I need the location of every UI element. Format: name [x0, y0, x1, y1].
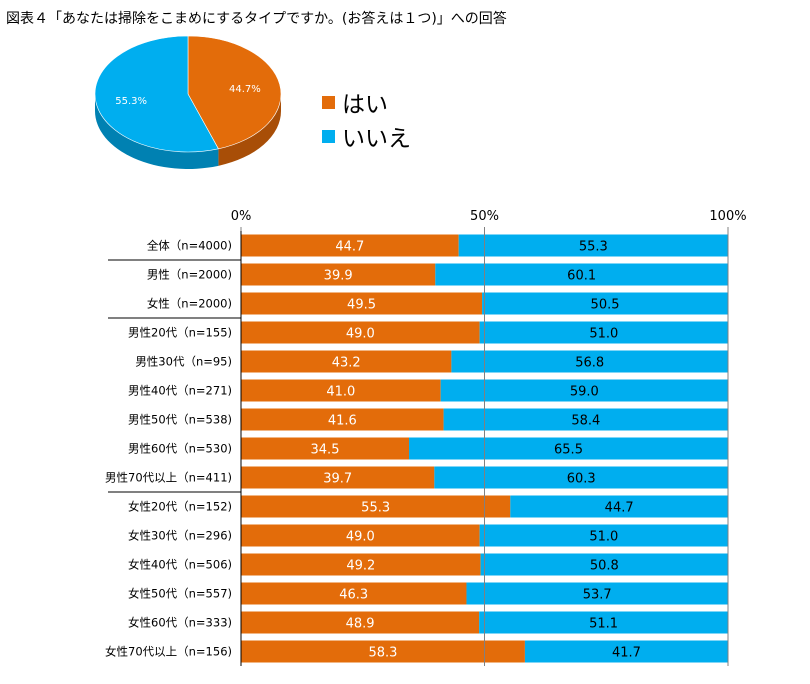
bar-yes-10 — [241, 524, 480, 547]
bar-yes-label-14: 58.3 — [368, 646, 397, 661]
bar-yes-5 — [241, 379, 441, 402]
legend-item-yes: はい — [322, 88, 388, 118]
bar-yes-label-7: 34.5 — [311, 443, 340, 458]
category-label: 女性30代（n=296) — [128, 529, 232, 543]
legend-item-no: いいえ — [322, 122, 411, 152]
bar-yes-label-12: 46.3 — [339, 588, 368, 603]
bar-no-5 — [440, 379, 728, 402]
bar-no-label-8: 60.3 — [567, 472, 596, 487]
bar-no-2 — [482, 292, 728, 315]
category-label: 女性50代（n=557) — [128, 587, 232, 601]
bar-no-label-5: 59.0 — [570, 385, 599, 400]
bar-yes-label-6: 41.6 — [328, 414, 357, 429]
bar-no-3 — [479, 321, 728, 344]
chart-title: 図表４「あなたは掃除をこまめにするタイプですか。(お答えは１つ)」への回答 — [6, 11, 507, 27]
x-tick-label-2: 100% — [709, 209, 746, 224]
pie-value-label-1: 55.3% — [115, 96, 147, 107]
bar-no-label-1: 60.1 — [567, 269, 596, 284]
category-label: 女性60代（n=333) — [128, 616, 232, 630]
bar-yes-14 — [241, 640, 525, 663]
x-tick-label-0: 0% — [231, 209, 252, 224]
category-label: 女性40代（n=506) — [128, 558, 232, 572]
bar-no-6 — [443, 408, 728, 431]
bar-no-label-12: 53.7 — [583, 588, 612, 603]
bar-yes-label-13: 48.9 — [346, 617, 375, 632]
legend-swatch-yes — [322, 95, 335, 109]
pie-side-1 — [95, 94, 219, 169]
bar-yes-0 — [241, 234, 459, 257]
category-label: 男性20代（n=155) — [128, 326, 232, 340]
bar-no-13 — [479, 611, 728, 634]
bar-yes-label-0: 44.7 — [335, 240, 364, 255]
category-label: 男性60代（n=530) — [128, 442, 232, 456]
bar-no-label-2: 50.5 — [591, 298, 620, 313]
pie-value-label-0: 44.7% — [229, 84, 261, 95]
bar-yes-1 — [241, 263, 436, 286]
legend-label-yes: はい — [342, 92, 388, 118]
category-label: 女性20代（n=152) — [128, 500, 232, 514]
bar-yes-4 — [241, 350, 452, 373]
category-label: 男性40代（n=271) — [128, 384, 232, 398]
pie-chart: 44.7% 55.3% — [94, 35, 282, 169]
bar-no-label-6: 58.4 — [571, 414, 600, 429]
bar-no-label-0: 55.3 — [579, 240, 608, 255]
bar-no-1 — [435, 263, 728, 286]
bar-yes-label-2: 49.5 — [347, 298, 376, 313]
pie-side-0 — [218, 94, 281, 166]
bar-no-8 — [434, 466, 728, 489]
bar-yes-7 — [241, 437, 410, 460]
bar-no-12 — [466, 582, 728, 605]
bar-yes-9 — [241, 495, 511, 518]
bar-yes-11 — [241, 553, 481, 576]
category-label: 女性70代以上（n=156) — [105, 645, 232, 659]
bar-yes-label-10: 49.0 — [346, 530, 375, 545]
bar-yes-3 — [241, 321, 480, 344]
x-tick-label-1: 50% — [470, 209, 499, 224]
bar-no-11 — [480, 553, 728, 576]
bar-yes-label-11: 49.2 — [346, 559, 375, 574]
category-label: 全体（n=4000) — [147, 239, 232, 253]
pie-slice-0 — [187, 35, 282, 150]
bar-no-7 — [409, 437, 728, 460]
bar-no-label-13: 51.1 — [589, 617, 618, 632]
bar-yes-label-4: 43.2 — [332, 356, 361, 371]
bar-yes-6 — [241, 408, 444, 431]
bar-yes-13 — [241, 611, 480, 634]
bar-no-label-11: 50.8 — [590, 559, 619, 574]
bar-no-label-7: 65.5 — [554, 443, 583, 458]
bar-no-9 — [510, 495, 728, 518]
bar-yes-8 — [241, 466, 435, 489]
bar-yes-12 — [241, 582, 467, 605]
bar-no-label-10: 51.0 — [589, 530, 618, 545]
bar-yes-2 — [241, 292, 483, 315]
bar-yes-label-9: 55.3 — [361, 501, 390, 516]
bar-no-label-9: 44.7 — [605, 501, 634, 516]
legend-swatch-no — [322, 129, 335, 143]
category-label: 男性50代（n=538) — [128, 413, 232, 427]
category-label: 男性70代以上（n=411) — [105, 471, 232, 485]
bar-yes-label-3: 49.0 — [346, 327, 375, 342]
bar-no-14 — [524, 640, 728, 663]
bar-no-4 — [451, 350, 728, 373]
legend-label-no: いいえ — [342, 126, 411, 152]
category-label: 男性（n=2000) — [147, 268, 232, 282]
category-label: 女性（n=2000) — [147, 297, 232, 311]
bar-yes-label-1: 39.9 — [324, 269, 353, 284]
bar-no-label-4: 56.8 — [575, 356, 604, 371]
bar-yes-label-5: 41.0 — [326, 385, 355, 400]
bar-no-label-14: 41.7 — [612, 646, 641, 661]
bar-yes-label-8: 39.7 — [323, 472, 352, 487]
bar-no-label-3: 51.0 — [589, 327, 618, 342]
bar-no-0 — [458, 234, 728, 257]
category-label: 男性30代（n=95) — [135, 355, 232, 369]
pie-slice-1 — [94, 35, 219, 153]
bar-no-10 — [479, 524, 728, 547]
